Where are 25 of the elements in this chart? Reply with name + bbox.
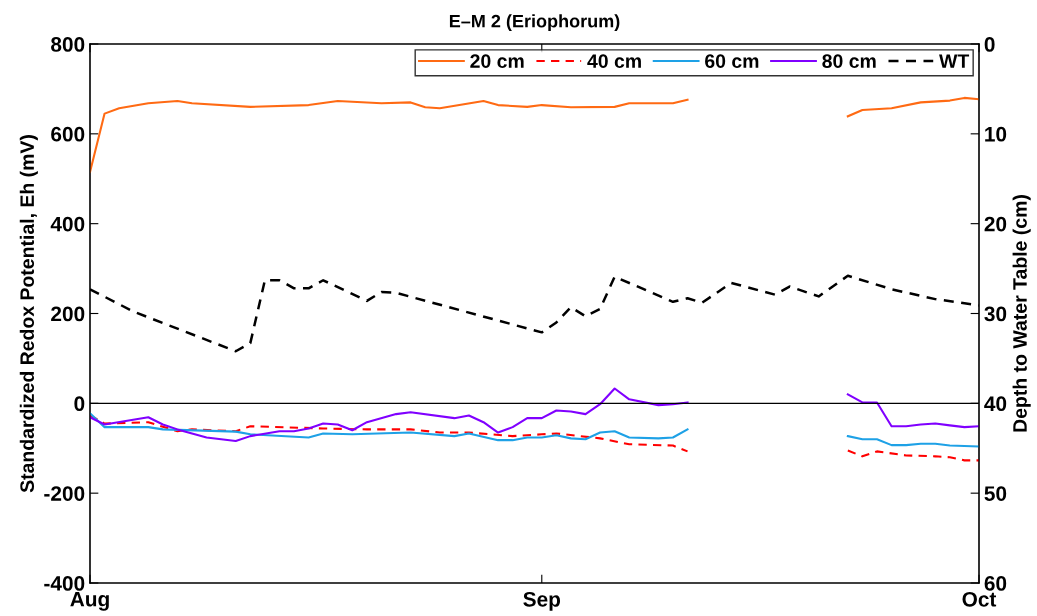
x-tick-label: Aug <box>70 592 109 611</box>
legend-label: 80 cm <box>822 54 876 68</box>
y2-tick-label: 40 <box>984 396 1007 412</box>
y2-tick-label: 30 <box>984 306 1007 322</box>
y-tick-label: 600 <box>51 126 85 142</box>
y-axis-title: Standardized Redox Potential, Eh (mV) <box>19 135 38 493</box>
y2-tick-label: 60 <box>984 576 1007 591</box>
y-tick-label: 800 <box>51 37 85 52</box>
y-tick-label: 0 <box>74 396 85 412</box>
y2-tick-label: 20 <box>984 216 1007 232</box>
y2-tick-label: 10 <box>985 126 1007 142</box>
y-tick-label: 200 <box>51 306 85 322</box>
y-tick-label: -200 <box>44 486 85 501</box>
legend-label: 40 cm <box>587 54 641 68</box>
y-tick-label: -400 <box>44 576 85 591</box>
x-tick-label: Sep <box>523 591 561 611</box>
legend-label: 20 cm <box>470 54 524 68</box>
y2-tick-label: 0 <box>984 37 995 52</box>
legend-label: 60 cm <box>705 54 759 68</box>
x-tick-label: Oct <box>962 591 997 607</box>
chart-title: E–M 2 (Eriophorum) <box>449 14 620 32</box>
y2-axis-title: Depth to Water Table (cm) <box>1012 195 1031 432</box>
y-tick-label: 400 <box>50 216 85 232</box>
legend-label: WT <box>939 54 970 68</box>
y2-tick-label: 50 <box>984 486 1007 501</box>
